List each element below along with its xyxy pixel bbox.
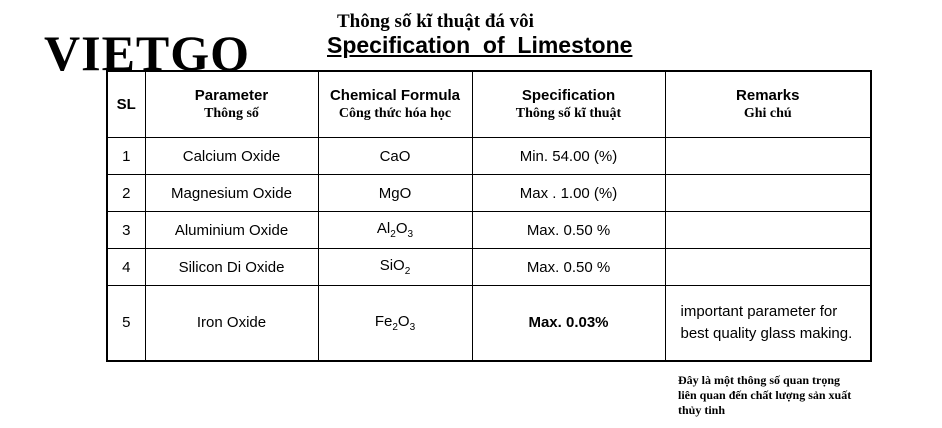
header-remarks-en: Remarks [736, 87, 800, 104]
cell-sl: 2 [106, 174, 146, 212]
title-english: Specification of Limestone [327, 32, 633, 58]
cell-remarks [664, 211, 872, 249]
cell-parameter: Magnesium Oxide [144, 174, 319, 212]
header-sl-label: SL [116, 96, 136, 113]
vietnamese-note: Đây là một thông số quan trọng liên quan… [678, 373, 918, 418]
cell-sl: 3 [106, 211, 146, 249]
header-spec-en: Specification [521, 87, 616, 104]
cell-spec: Min. 54.00 (%) [471, 137, 666, 175]
note-line: Đây là một thông số quan trọng [678, 373, 841, 387]
table-row: 4 Silicon Di Oxide SiO2 Max. 0.50 % [106, 248, 872, 286]
cell-parameter: Silicon Di Oxide [144, 248, 319, 286]
formula-subscript: 2 [392, 321, 398, 333]
cell-formula: CaO [317, 137, 473, 175]
header-formula: Chemical Formula Công thức hóa học [317, 70, 473, 138]
specification-table: SL Parameter Thông số Chemical Formula C… [106, 70, 872, 362]
formula-text: O [397, 312, 410, 330]
cell-sl: 5 [106, 285, 146, 361]
header-parameter-vi: Thông số [204, 106, 259, 121]
header-spec-vi: Thông số kĩ thuật [515, 106, 622, 121]
header-formula-en: Chemical Formula [329, 87, 461, 104]
remark-line: best quality glass making. [680, 324, 853, 342]
formula-text: MgO [378, 184, 412, 202]
cell-parameter: Aluminium Oxide [144, 211, 319, 249]
table-row: 5 Iron Oxide Fe2O3 Max. 0.03% important … [106, 285, 872, 361]
header-parameter: Parameter Thông số [144, 70, 319, 138]
formula-subscript: 2 [390, 229, 396, 240]
cell-formula: Al2O3 [317, 211, 473, 249]
cell-sl: 1 [106, 137, 146, 175]
cell-spec: Max. 0.50 % [471, 211, 666, 249]
header-remarks: Remarks Ghi chú [664, 70, 872, 138]
cell-sl: 4 [106, 248, 146, 286]
cell-spec: Max. 0.50 % [471, 248, 666, 286]
note-line: thủy tinh [678, 403, 726, 417]
formula-subscript: 3 [409, 321, 416, 333]
remark-line: important parameter for [680, 302, 838, 320]
formula-text: O [395, 220, 408, 237]
note-line: liên quan đến chất lượng sản xuất [678, 388, 852, 402]
header-remarks-vi: Ghi chú [743, 106, 792, 121]
formula-text: SiO [379, 257, 405, 274]
cell-parameter: Iron Oxide [144, 285, 319, 361]
header-row: SL Parameter Thông số Chemical Formula C… [106, 70, 872, 138]
header-spec: Specification Thông số kĩ thuật [471, 70, 666, 138]
table-row: 1 Calcium Oxide CaO Min. 54.00 (%) [106, 137, 872, 175]
cell-formula: Fe2O3 [317, 285, 473, 361]
table-row: 3 Aluminium Oxide Al2O3 Max. 0.50 % [106, 211, 872, 249]
table-row: 2 Magnesium Oxide MgO Max . 1.00 (%) [106, 174, 872, 212]
formula-text: CaO [379, 147, 411, 165]
header-parameter-en: Parameter [194, 87, 269, 104]
cell-remarks [664, 248, 872, 286]
cell-parameter: Calcium Oxide [144, 137, 319, 175]
cell-remarks [664, 137, 872, 175]
vietgo-logo: VIETGO [44, 25, 251, 81]
cell-spec: Max . 1.00 (%) [471, 174, 666, 212]
cell-remarks: important parameter for best quality gla… [664, 285, 872, 361]
cell-spec: Max. 0.03% [471, 285, 666, 361]
cell-remarks [664, 174, 872, 212]
cell-formula: SiO2 [317, 248, 473, 286]
formula-text: Fe [374, 312, 393, 330]
header-sl: SL [106, 70, 146, 138]
cell-formula: MgO [317, 174, 473, 212]
title-vietnamese: Thông số kĩ thuật đá vôi [337, 11, 534, 32]
header-formula-vi: Công thức hóa học [338, 106, 452, 121]
formula-text: Al [376, 220, 391, 237]
formula-subscript: 2 [404, 266, 411, 277]
formula-subscript: 3 [407, 229, 414, 240]
